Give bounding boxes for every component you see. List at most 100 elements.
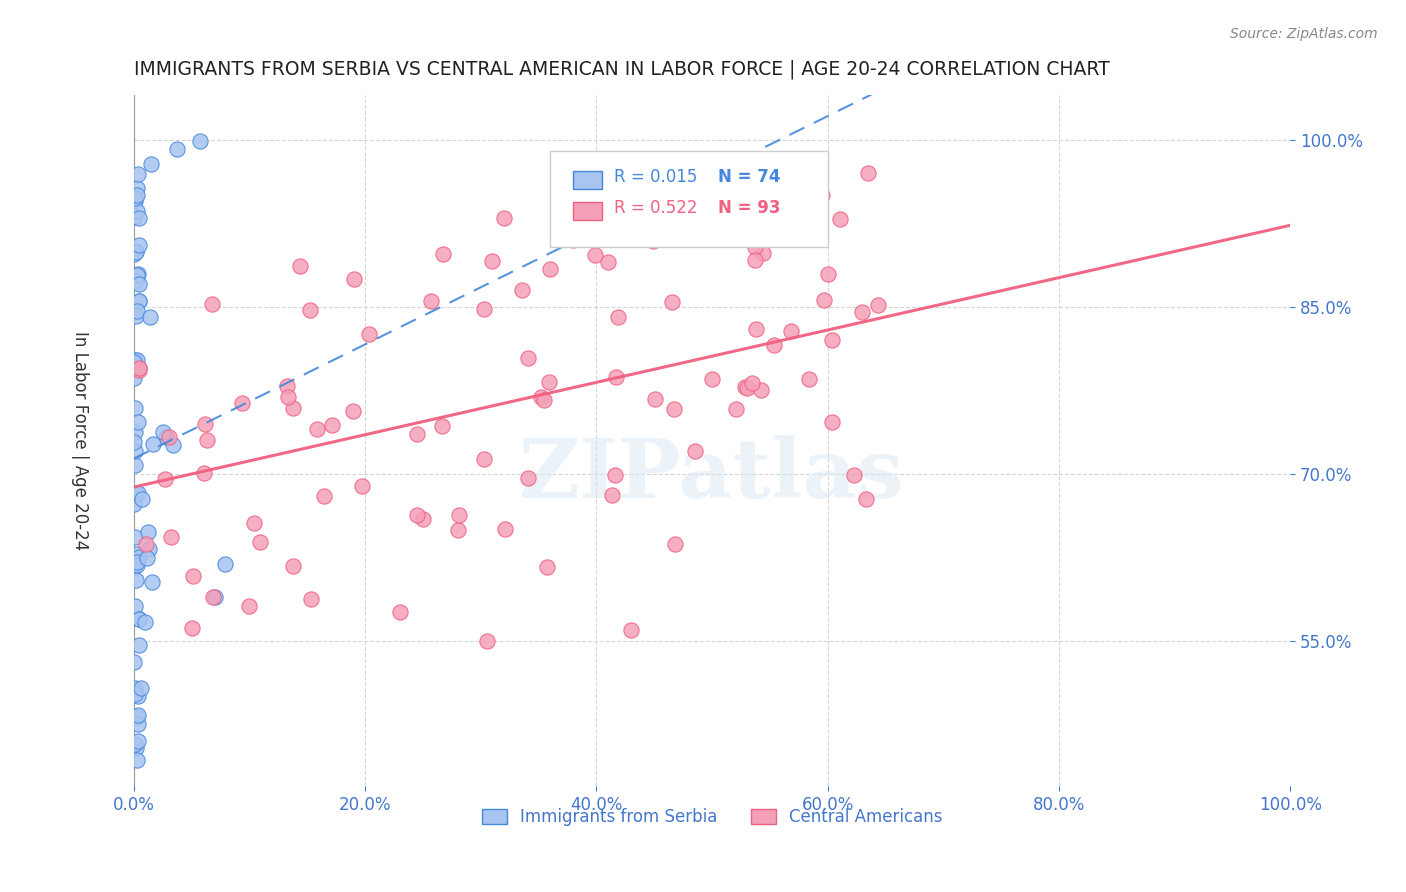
Central Americans: [231, 396, 253, 410]
Y-axis label: In Labor Force | Age 20-24: In Labor Force | Age 20-24: [72, 331, 89, 550]
Central Americans: [472, 301, 495, 316]
Central Americans: [661, 294, 683, 309]
Central Americans: [181, 568, 204, 582]
Central Americans: [128, 361, 150, 376]
Text: Source: ZipAtlas.com: Source: ZipAtlas.com: [1230, 27, 1378, 41]
Central Americans: [447, 508, 470, 522]
Central Americans: [157, 430, 180, 444]
Central Americans: [238, 599, 260, 614]
Immigrants from Serbia: [125, 274, 148, 288]
Immigrants from Serbia: [128, 550, 150, 565]
Central Americans: [249, 535, 271, 549]
Immigrants from Serbia: [128, 294, 150, 309]
Immigrants from Serbia: [122, 370, 145, 384]
Central Americans: [828, 212, 851, 227]
FancyBboxPatch shape: [574, 202, 602, 219]
Immigrants from Serbia: [127, 689, 149, 703]
Immigrants from Serbia: [124, 599, 146, 613]
Immigrants from Serbia: [136, 551, 159, 566]
Central Americans: [406, 427, 429, 442]
Immigrants from Serbia: [124, 574, 146, 588]
Central Americans: [538, 262, 561, 277]
Immigrants from Serbia: [124, 683, 146, 698]
Immigrants from Serbia: [124, 401, 146, 415]
Central Americans: [799, 371, 821, 385]
Central Americans: [135, 537, 157, 551]
Immigrants from Serbia: [128, 211, 150, 225]
Immigrants from Serbia: [124, 355, 146, 369]
Immigrants from Serbia: [124, 681, 146, 696]
Central Americans: [389, 605, 412, 619]
Central Americans: [200, 296, 222, 310]
Central Americans: [357, 326, 380, 341]
Central Americans: [644, 392, 666, 406]
Central Americans: [193, 467, 215, 481]
Central Americans: [536, 560, 558, 574]
Central Americans: [530, 390, 553, 404]
Central Americans: [128, 362, 150, 376]
Immigrants from Serbia: [138, 541, 160, 556]
Central Americans: [537, 375, 560, 389]
Central Americans: [664, 537, 686, 551]
Central Americans: [662, 402, 685, 417]
Immigrants from Serbia: [124, 244, 146, 259]
Central Americans: [202, 590, 225, 604]
Central Americans: [277, 390, 299, 404]
Central Americans: [603, 468, 626, 483]
Central Americans: [299, 303, 322, 318]
Immigrants from Serbia: [129, 681, 152, 695]
Immigrants from Serbia: [128, 639, 150, 653]
Central Americans: [821, 415, 844, 429]
Immigrants from Serbia: [124, 191, 146, 205]
Text: N = 93: N = 93: [717, 199, 780, 217]
Central Americans: [596, 255, 619, 269]
Immigrants from Serbia: [122, 210, 145, 224]
Text: ZIPatlas: ZIPatlas: [519, 435, 904, 515]
Immigrants from Serbia: [128, 237, 150, 252]
Central Americans: [472, 452, 495, 467]
Central Americans: [283, 559, 305, 574]
Immigrants from Serbia: [124, 688, 146, 702]
Immigrants from Serbia: [125, 353, 148, 368]
Immigrants from Serbia: [155, 430, 177, 444]
Immigrants from Serbia: [131, 491, 153, 506]
Central Americans: [600, 488, 623, 502]
Immigrants from Serbia: [128, 361, 150, 376]
Central Americans: [762, 337, 785, 351]
Central Americans: [562, 233, 585, 247]
Immigrants from Serbia: [127, 753, 149, 767]
Immigrants from Serbia: [127, 547, 149, 561]
Legend: Immigrants from Serbia, Central Americans: Immigrants from Serbia, Central American…: [475, 801, 949, 832]
Central Americans: [811, 188, 834, 202]
Central Americans: [702, 372, 724, 386]
Central Americans: [744, 253, 766, 268]
Central Americans: [312, 489, 335, 503]
Immigrants from Serbia: [122, 560, 145, 574]
Central Americans: [243, 516, 266, 531]
Immigrants from Serbia: [141, 574, 163, 589]
Text: R = 0.015: R = 0.015: [613, 168, 697, 186]
Central Americans: [607, 310, 630, 324]
Immigrants from Serbia: [127, 733, 149, 747]
Central Americans: [305, 422, 328, 436]
Immigrants from Serbia: [125, 304, 148, 318]
Immigrants from Serbia: [127, 716, 149, 731]
Central Americans: [195, 433, 218, 447]
Central Americans: [533, 393, 555, 408]
Central Americans: [290, 259, 312, 273]
Central Americans: [517, 351, 540, 365]
Central Americans: [724, 402, 747, 417]
Immigrants from Serbia: [127, 558, 149, 572]
Immigrants from Serbia: [122, 434, 145, 449]
Central Americans: [735, 381, 758, 395]
Immigrants from Serbia: [128, 612, 150, 626]
Central Americans: [276, 378, 298, 392]
Central Americans: [868, 298, 890, 312]
Immigrants from Serbia: [124, 737, 146, 751]
Central Americans: [481, 254, 503, 268]
Immigrants from Serbia: [125, 486, 148, 500]
Immigrants from Serbia: [139, 157, 162, 171]
Immigrants from Serbia: [127, 167, 149, 181]
Immigrants from Serbia: [139, 310, 162, 324]
Central Americans: [352, 479, 374, 493]
